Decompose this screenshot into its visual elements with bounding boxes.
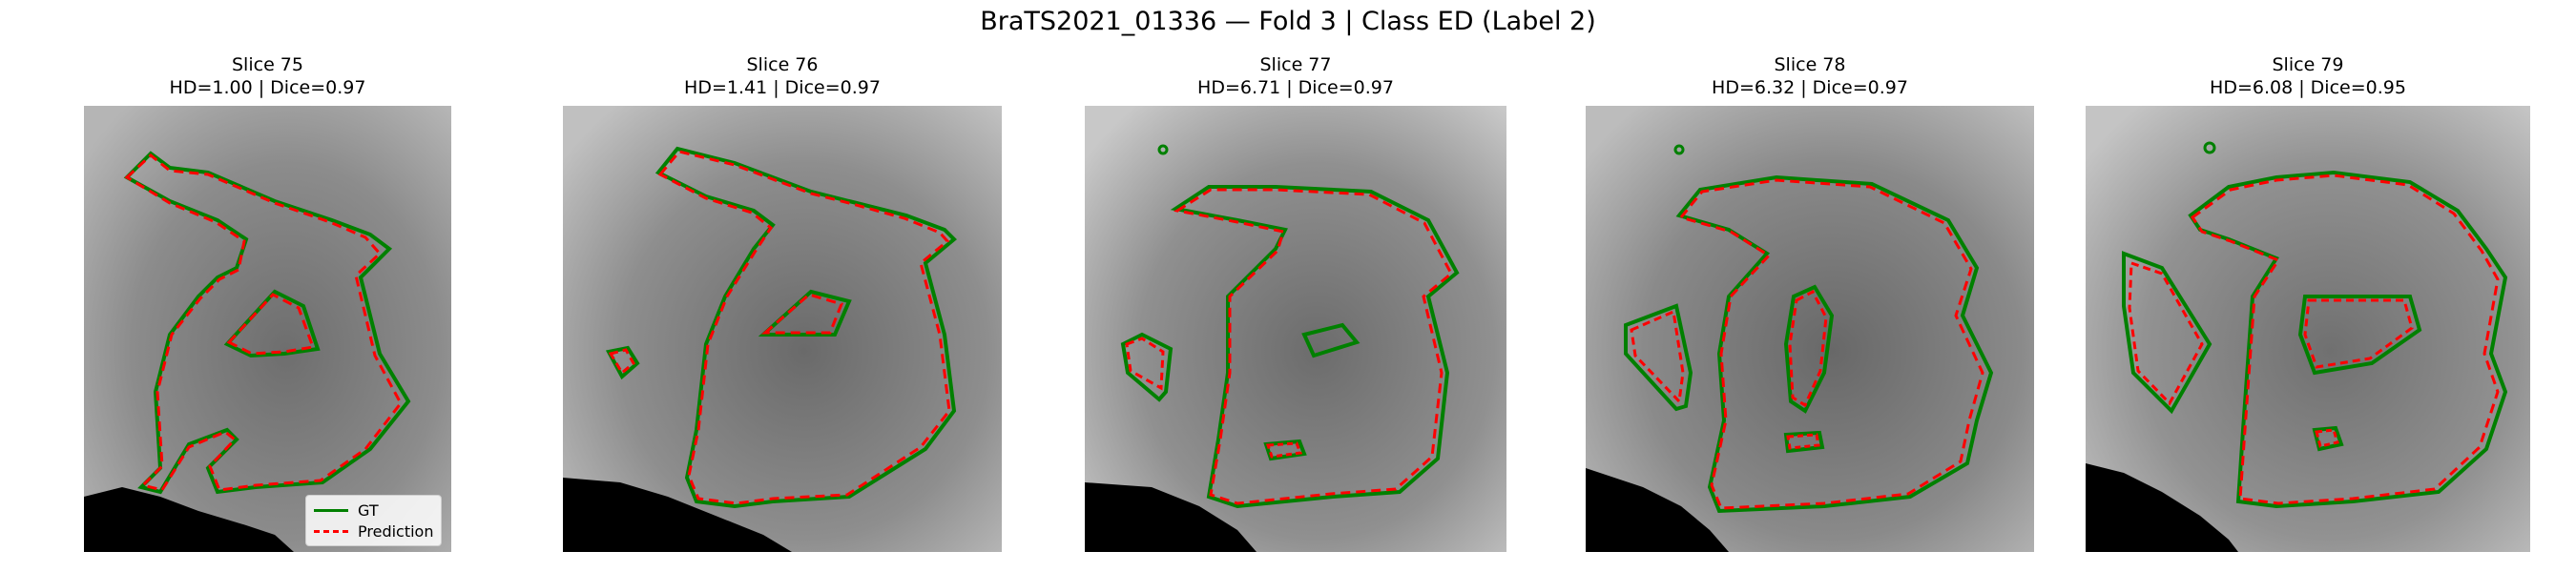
panel-metrics: HD=6.32 | Dice=0.97 — [1712, 77, 1908, 98]
gt-contour — [1170, 185, 1460, 509]
panel-metrics: HD=6.71 | Dice=0.97 — [1197, 77, 1394, 98]
legend: GT Prediction — [305, 495, 443, 546]
legend-prediction-label: Prediction — [358, 521, 434, 541]
gt-contour — [123, 151, 411, 495]
gt-contour — [1675, 174, 1994, 514]
mri-slice-image — [2086, 106, 2530, 552]
legend-prediction: Prediction — [314, 521, 433, 541]
panel-title: Slice 76 — [746, 54, 819, 75]
prediction-contour — [2190, 174, 2500, 505]
prediction-line-swatch — [314, 529, 348, 533]
mri-slice-image — [1586, 106, 2034, 552]
panel-metrics: HD=1.00 | Dice=0.97 — [169, 77, 366, 98]
panel-metrics: HD=1.41 | Dice=0.97 — [684, 77, 881, 98]
prediction-contour — [657, 150, 951, 505]
panel-metrics: HD=6.08 | Dice=0.95 — [2210, 77, 2406, 98]
panel-title: Slice 75 — [232, 54, 303, 75]
legend-gt-label: GT — [358, 500, 379, 520]
gt-contour — [654, 146, 957, 509]
figure-title: BraTS2021_01336 — Fold 3 | Class ED (Lab… — [980, 7, 1596, 36]
gt-contour — [2188, 170, 2508, 509]
prediction-contour — [1678, 178, 1984, 510]
panel-title: Slice 77 — [1259, 54, 1332, 75]
prediction-contour — [1173, 188, 1453, 505]
prediction-contour — [124, 153, 403, 492]
mri-slice-image — [1085, 106, 1506, 552]
mri-slice-image — [563, 106, 1002, 552]
mri-slice-image: GT Prediction — [84, 106, 451, 552]
panel-title: Slice 79 — [2272, 54, 2344, 75]
gt-line-swatch — [314, 508, 348, 512]
legend-gt: GT — [314, 500, 433, 521]
panel-title: Slice 78 — [1774, 54, 1846, 75]
